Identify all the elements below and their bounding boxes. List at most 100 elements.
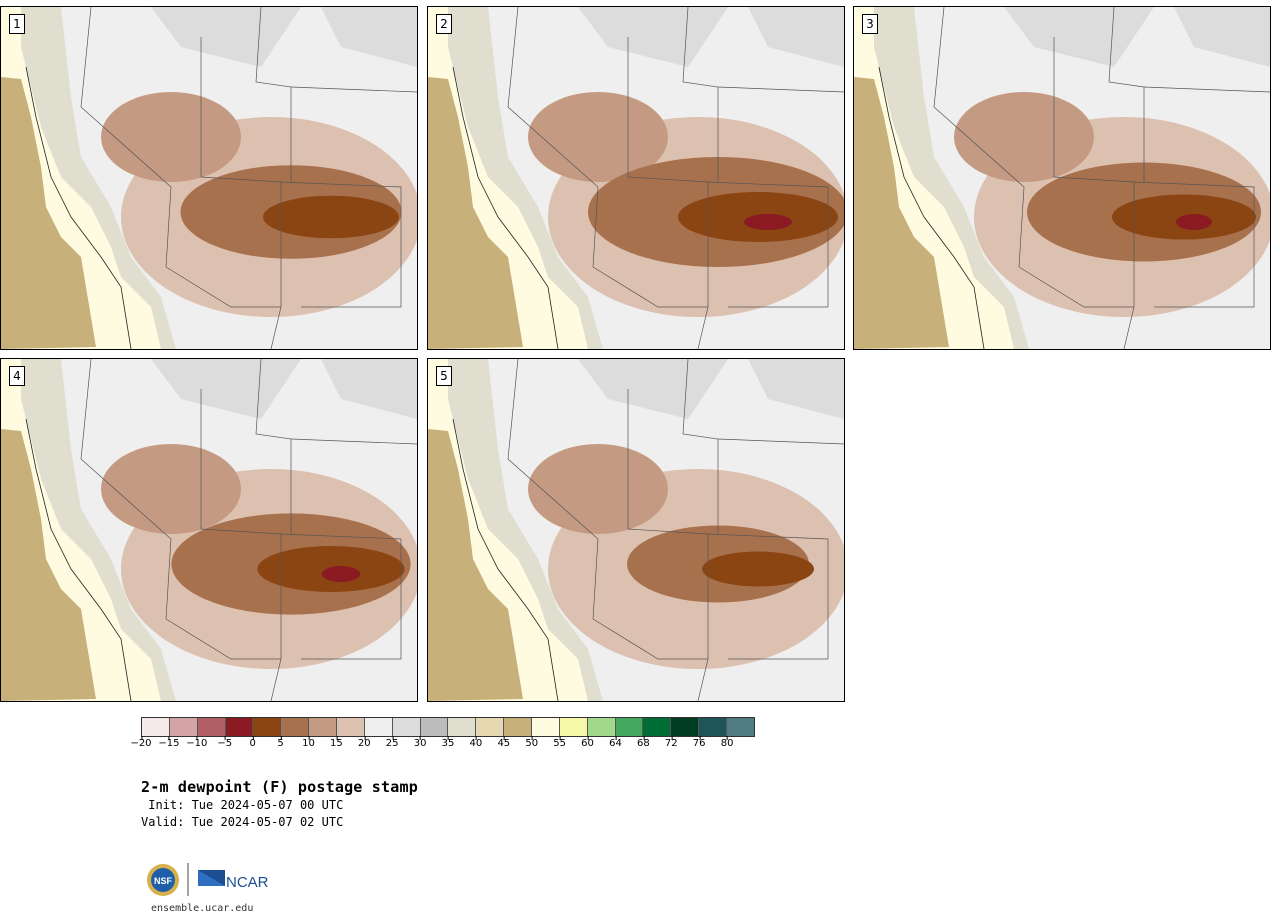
colorbar-swatch: [309, 718, 338, 736]
colorbar-tick-label: −15: [158, 736, 180, 749]
colorbar-swatch: [337, 718, 365, 736]
colorbar-tick-label: 0: [249, 736, 256, 749]
state-border: [280, 181, 402, 308]
state-border: [280, 533, 402, 660]
state-border: [682, 359, 719, 534]
colorbar-swatch: [253, 718, 282, 736]
gray-band-northeast: [1174, 7, 1270, 67]
colorbar-tick-label: 40: [469, 736, 483, 749]
coastline: [25, 66, 132, 349]
colorbar-swatch: [142, 718, 170, 736]
colorbar-tick-label: 76: [692, 736, 706, 749]
dewpoint-map: [1, 359, 417, 701]
colorbar-swatch: [643, 718, 672, 736]
ncar-logo-icon: NCAR: [198, 870, 269, 891]
colorbar-tick-label: 45: [497, 736, 511, 749]
colorbar-swatch: [532, 718, 560, 736]
state-border: [682, 7, 719, 182]
colorbar-swatch: [671, 718, 700, 736]
dewpoint-map: [428, 359, 844, 701]
state-border: [592, 266, 708, 308]
gray-band-north: [578, 7, 728, 67]
member-label: 5: [436, 366, 452, 386]
colorbar: [141, 717, 755, 737]
state-border: [165, 618, 281, 660]
member-panel-3: 3: [853, 6, 1271, 350]
state-border: [1143, 86, 1270, 93]
state-border: [255, 7, 292, 182]
colorbar-tick-label: 10: [302, 736, 315, 749]
gray-band-north: [151, 359, 301, 419]
state-border: [1133, 181, 1255, 308]
gray-band-north: [1004, 7, 1154, 67]
state-border: [933, 7, 1025, 268]
dry-field-extreme: [321, 566, 361, 582]
colorbar-swatch: [225, 718, 254, 736]
dry-field-extreme: [1176, 214, 1212, 230]
gray-band-northeast: [321, 7, 417, 67]
member-label: 4: [9, 366, 25, 386]
gray-band-northeast: [748, 359, 844, 419]
offshore-moist-region: [1, 77, 96, 349]
colorbar-swatch: [727, 718, 754, 736]
colorbar-tick-label: 20: [357, 736, 371, 749]
dry-field-north: [528, 444, 668, 534]
gray-band-northeast: [321, 359, 417, 419]
colorbar-swatch: [476, 718, 505, 736]
member-panel-1: 1: [0, 6, 418, 350]
colorbar-swatch: [420, 718, 449, 736]
member-label: 1: [9, 14, 25, 34]
init-time: Init: Tue 2024-05-07 00 UTC: [141, 798, 344, 812]
state-border: [290, 438, 417, 445]
coastline: [452, 66, 559, 349]
svg-text:NSF: NSF: [154, 876, 173, 886]
state-border: [717, 86, 844, 93]
gray-band-northeast: [748, 7, 844, 67]
product-info: 2-m dewpoint (F) postage stamp Init: Tue…: [141, 778, 418, 830]
colorbar-tick-label: 15: [329, 736, 343, 749]
offshore-moist-region: [428, 429, 523, 701]
colorbar-swatch: [364, 718, 393, 736]
site-url[interactable]: ensemble.ucar.edu: [151, 903, 254, 914]
product-title: 2-m dewpoint (F) postage stamp: [141, 778, 418, 796]
state-border: [717, 438, 844, 445]
offshore-moist-region: [428, 77, 523, 349]
state-border: [80, 359, 172, 620]
dewpoint-map: [1, 7, 417, 349]
state-border: [1018, 266, 1134, 308]
colorbar-tick-label: 5: [277, 736, 284, 749]
colorbar-tick-label: 64: [609, 736, 622, 749]
dry-field-north: [954, 92, 1094, 182]
colorbar-tick-label: 55: [553, 736, 566, 749]
colorbar-swatch: [448, 718, 477, 736]
state-border: [507, 359, 599, 620]
colorbar-swatch: [392, 718, 421, 736]
nsf-logo-icon: NSF: [147, 864, 179, 896]
coastline: [878, 66, 985, 349]
dry-field-north: [101, 444, 241, 534]
state-border: [592, 618, 708, 660]
colorbar-tick-label: 60: [581, 736, 594, 749]
state-border: [1108, 7, 1145, 182]
state-border: [165, 266, 281, 308]
colorbar-swatch: [504, 718, 533, 736]
dewpoint-map: [854, 7, 1270, 349]
colorbar-swatch: [699, 718, 728, 736]
colorbar-tick-label: 68: [636, 736, 650, 749]
colorbar-tick-label: −20: [130, 736, 152, 749]
colorbar-tick-label: 25: [385, 736, 399, 749]
dewpoint-map: [428, 7, 844, 349]
member-label: 3: [862, 14, 878, 34]
colorbar-swatch: [197, 718, 226, 736]
state-border: [255, 359, 292, 534]
member-panel-5: 5: [427, 358, 845, 702]
colorbar-tick-label: 35: [441, 736, 455, 749]
colorbar-tick-label: 80: [720, 736, 734, 749]
state-border: [707, 533, 829, 660]
state-border: [80, 7, 172, 268]
svg-text:NCAR: NCAR: [226, 874, 269, 891]
dry-field-north: [528, 92, 668, 182]
member-panel-2: 2: [427, 6, 845, 350]
colorbar-swatch: [559, 718, 588, 736]
colorbar-swatch: [169, 718, 198, 736]
